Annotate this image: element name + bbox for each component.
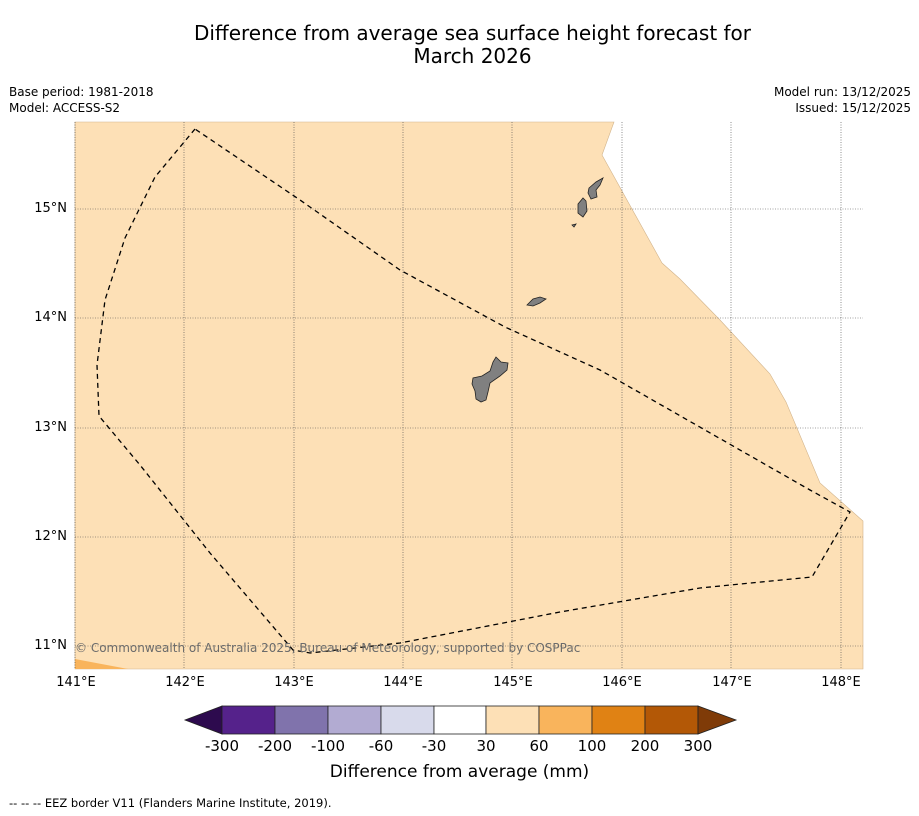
lon-label: 147°E [712, 675, 752, 690]
island-saipan [587, 177, 604, 200]
colorbar-tick: -100 [310, 737, 346, 755]
ssh-anomaly-patch [75, 659, 128, 669]
lon-label: 145°E [493, 675, 533, 690]
island-aguijan [571, 223, 577, 228]
colorbar-segment [221, 705, 276, 735]
colorbar-tick: 60 [529, 737, 549, 755]
model-name: Model: ACCESS-S2 [9, 101, 121, 115]
colorbar-segment [485, 705, 540, 735]
lat-label: 15°N [34, 201, 67, 216]
island-rota [526, 296, 547, 307]
base-period: Base period: 1981-2018 [9, 85, 154, 99]
colorbar-tick: 30 [476, 737, 496, 755]
lon-label: 142°E [165, 675, 205, 690]
colorbar-segment [327, 705, 382, 735]
colorbar-segment [591, 705, 646, 735]
colorbar-segment [644, 705, 699, 735]
colorbar-extend-low [183, 705, 223, 735]
colorbar-segment [538, 705, 593, 735]
lon-label: 141°E [56, 675, 96, 690]
ssh-anomaly-fill [74, 121, 864, 670]
title-line-1: Difference from average sea surface heig… [193, 21, 752, 45]
lat-label: 13°N [34, 420, 67, 435]
colorbar-segment [433, 705, 487, 735]
lat-label: 11°N [34, 638, 67, 653]
colorbar-extend-high [697, 705, 738, 735]
colorbar-tick: -200 [257, 737, 293, 755]
colorbar-tick: 300 [683, 737, 713, 755]
lon-label: 143°E [274, 675, 314, 690]
colorbar-segment [380, 705, 435, 735]
eez-border [96, 128, 851, 654]
issued-date: Issued: 15/12/2025 [795, 101, 911, 115]
meta-left: Base period: 1981-2018 Model: ACCESS-S2 [9, 84, 154, 116]
lon-label: 146°E [602, 675, 642, 690]
lon-label: 144°E [383, 675, 423, 690]
lon-label: 148°E [821, 675, 861, 690]
gridlines [74, 122, 863, 669]
lat-label: 14°N [34, 310, 67, 325]
lat-label: 12°N [34, 529, 67, 544]
colorbar-tick: -60 [368, 737, 394, 755]
island-guam [471, 356, 509, 403]
eez-footnote: -- -- -- EEZ border V11 (Flanders Marine… [9, 796, 332, 810]
model-run: Model run: 13/12/2025 [773, 85, 911, 99]
colorbar-segment [274, 705, 329, 735]
chart-title: Difference from average sea surface heig… [140, 22, 805, 68]
land-islands [471, 177, 604, 403]
meta-right: Model run: 13/12/2025 Issued: 15/12/2025 [774, 84, 911, 116]
colorbar-tick: 200 [630, 737, 660, 755]
colorbar-tick: 100 [577, 737, 607, 755]
island-tinian [577, 197, 588, 218]
copyright-notice: © Commonwealth of Australia 2025, Bureau… [75, 641, 581, 655]
colorbar-tick: -30 [421, 737, 447, 755]
colorbar-label: Difference from average (mm) [329, 762, 590, 782]
colorbar-tick: -300 [204, 737, 240, 755]
title-line-2: March 2026 [413, 44, 532, 68]
colorbar [183, 705, 738, 735]
